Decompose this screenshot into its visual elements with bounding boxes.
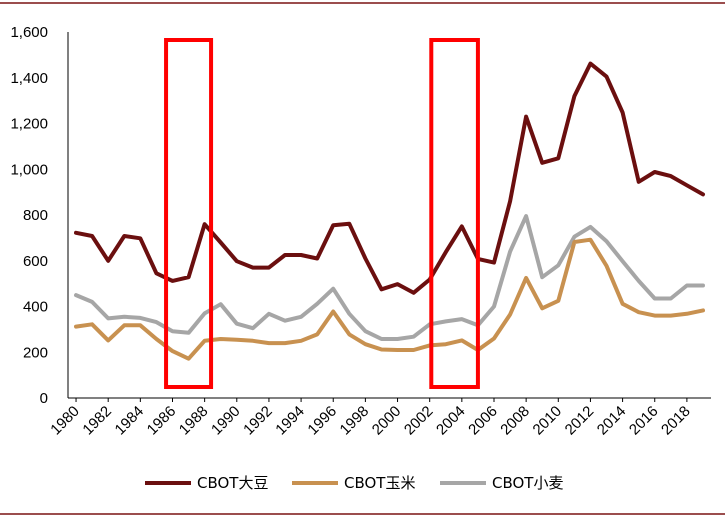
legend-label: CBOT玉米 [344, 474, 415, 492]
y-tick-label: 600 [23, 253, 48, 270]
x-axis-tick-labels: 1980198219841986198819901992199419961998… [47, 403, 693, 439]
y-tick-label: 800 [23, 207, 48, 224]
series-line-2 [74, 237, 705, 361]
x-tick-label: 1990 [208, 403, 244, 439]
highlight-box-1 [164, 38, 214, 389]
series-line-1 [74, 61, 705, 295]
y-axis-tick-labels: 0 200 400 600 800 1,000 1,200 1,400 1,600 [10, 24, 48, 407]
y-tick-label: 400 [23, 299, 48, 316]
legend: CBOT大豆 CBOT玉米 CBOT小麦 [145, 474, 563, 492]
series-line-3 [74, 214, 705, 341]
highlight-boxes [164, 38, 480, 389]
x-tick-label: 1982 [79, 403, 115, 439]
x-tick-label: 1984 [112, 403, 148, 439]
x-tick-label: 2004 [433, 403, 469, 439]
axes [67, 32, 711, 402]
y-tick-label: 200 [23, 344, 48, 361]
legend-label: CBOT小麦 [492, 474, 563, 492]
x-tick-label: 1986 [144, 403, 180, 439]
highlight-box-2 [429, 38, 480, 389]
x-tick-label: 2012 [562, 403, 598, 439]
x-tick-label: 2008 [497, 403, 533, 439]
x-tick-label: 2000 [369, 403, 405, 439]
x-tick-label: 1994 [272, 403, 308, 439]
x-tick-label: 2006 [465, 403, 501, 439]
x-tick-label: 2002 [401, 403, 437, 439]
x-tick-label: 2010 [529, 403, 565, 439]
y-tick-label: 1,600 [10, 24, 48, 41]
legend-label: CBOT大豆 [197, 474, 268, 492]
x-tick-label: 1996 [304, 403, 340, 439]
x-tick-label: 1980 [47, 403, 83, 439]
series-lines [74, 61, 705, 361]
x-tick-label: 2016 [626, 403, 662, 439]
y-tick-label: 1,000 [10, 161, 48, 178]
y-tick-label: 0 [40, 390, 48, 407]
y-tick-label: 1,400 [10, 70, 48, 87]
x-tick-label: 1998 [337, 403, 373, 439]
x-tick-label: 2018 [658, 403, 694, 439]
x-tick-label: 1988 [176, 403, 212, 439]
x-tick-label: 1992 [240, 403, 276, 439]
x-tick-label: 2014 [594, 403, 630, 439]
y-tick-label: 1,200 [10, 116, 48, 133]
